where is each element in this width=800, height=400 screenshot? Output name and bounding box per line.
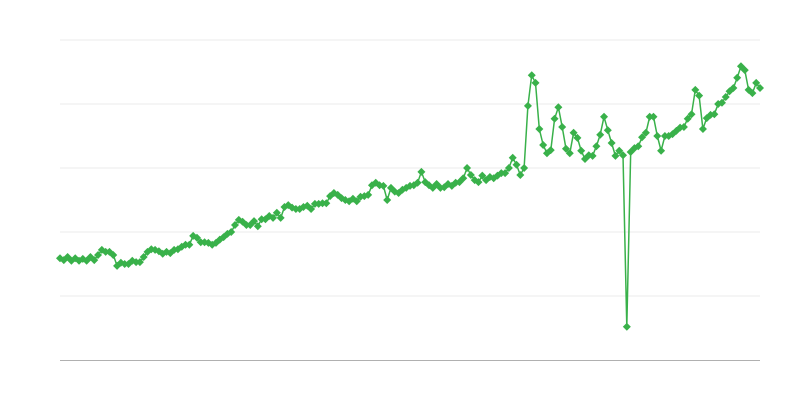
data-point (622, 322, 631, 331)
data-point (634, 142, 643, 151)
data-point (478, 171, 487, 180)
data-point (539, 140, 548, 149)
series-line (59, 64, 761, 327)
data-point (752, 78, 761, 87)
data-point (683, 114, 692, 123)
data-point (269, 213, 278, 222)
data-point (710, 110, 719, 119)
data-point (573, 133, 582, 142)
data-point (679, 123, 688, 132)
data-point (417, 167, 426, 176)
data-point (546, 146, 555, 155)
data-point (276, 213, 285, 222)
data-point (272, 208, 281, 217)
data-point (379, 181, 388, 190)
data-point (231, 220, 239, 229)
data-point (695, 91, 704, 100)
data-point (135, 258, 144, 267)
data-point (641, 128, 650, 137)
data-point (558, 123, 567, 132)
data-point (192, 233, 201, 242)
data-point (527, 71, 536, 80)
data-point (638, 133, 647, 142)
data-point (607, 139, 616, 148)
data-point (508, 153, 517, 162)
data-point (653, 132, 662, 140)
data-point (649, 112, 658, 121)
data-point (729, 84, 738, 92)
data-point (501, 169, 510, 178)
data-point (523, 101, 532, 110)
series-markers (56, 62, 764, 331)
data-point (109, 251, 118, 260)
data-point (520, 164, 529, 172)
data-point (740, 66, 749, 75)
data-point (227, 228, 236, 236)
data-point (516, 171, 525, 180)
data-point (139, 252, 148, 261)
data-point (592, 142, 601, 151)
data-point (698, 124, 707, 133)
data-point (615, 146, 624, 155)
data-point (588, 151, 597, 160)
gridlines (60, 39, 760, 297)
data-point (717, 98, 726, 107)
data-point (691, 85, 700, 94)
data-point (657, 146, 666, 155)
data-point (463, 164, 472, 172)
data-point (535, 124, 544, 133)
data-point (531, 78, 540, 87)
data-point (569, 128, 578, 137)
data-point (596, 130, 605, 139)
data-point (550, 114, 559, 123)
data-point (364, 190, 373, 199)
data-point (619, 151, 628, 160)
data-point (600, 112, 609, 121)
data-point (459, 174, 468, 183)
data-point (185, 240, 194, 249)
data-point (307, 204, 316, 213)
data-point (565, 149, 574, 158)
data-point (504, 164, 513, 172)
data-point (94, 251, 103, 260)
data-point (250, 217, 259, 226)
data-point (253, 222, 262, 231)
data-point (352, 197, 361, 206)
data-point (748, 89, 757, 98)
data-point (322, 199, 331, 208)
data-point (474, 178, 483, 187)
data-point (611, 151, 620, 160)
data-point (603, 126, 612, 135)
data-point (721, 92, 730, 101)
data-point (554, 103, 563, 112)
data-point (90, 256, 99, 265)
data-point (561, 144, 570, 153)
data-point (756, 84, 764, 92)
data-point (733, 73, 742, 82)
data-point (687, 110, 696, 119)
data-point (577, 146, 586, 155)
data-point (413, 178, 422, 187)
data-point (466, 171, 475, 180)
data-point (512, 160, 521, 169)
data-point (383, 196, 392, 204)
